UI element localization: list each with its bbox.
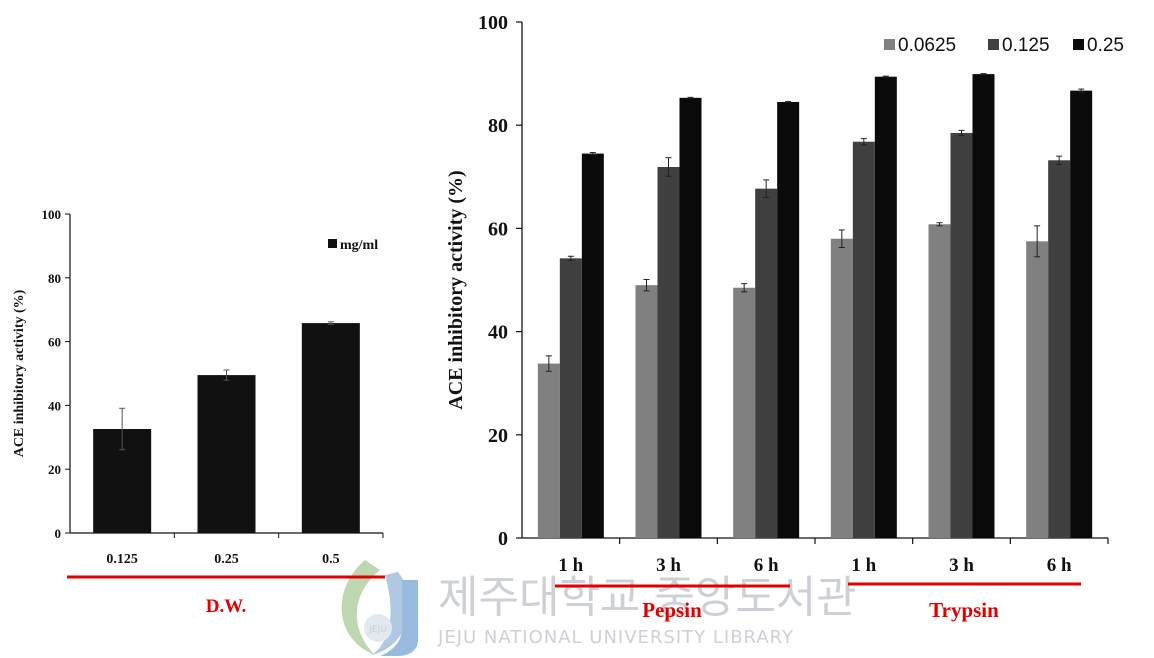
y-tick-label: 80: [488, 115, 508, 137]
y-tick-label: 100: [42, 207, 62, 222]
group-label: Pepsin: [642, 598, 702, 622]
watermark-korean: 제주대학교 중앙도서관: [438, 572, 857, 623]
chart-dw: 0 20 40 60 80 100 0.125 0.25 0.5 ACE inhibitory a…: [12, 207, 385, 617]
bar-0.125: [559, 258, 582, 538]
y-tick-label: 20: [488, 425, 508, 447]
y-tick-label: 40: [488, 322, 508, 344]
x-tick-label: 3 h: [949, 555, 974, 576]
y-axis-title: ACE inhibitory activity (%): [445, 170, 467, 409]
bar-0.0625: [928, 224, 951, 538]
bar-0.125: [657, 166, 680, 538]
bar-0.25: [874, 76, 897, 539]
x-tick-label: 0.25: [214, 552, 239, 567]
chart-digest: 0 20 40 60 80 100 1 h 3 h 6 h 1 h 3 h 6 h ACE inhibi…: [445, 12, 1124, 622]
x-tick-label: 0.5: [322, 552, 340, 567]
bar-0.25: [777, 101, 800, 538]
bar-0.25: [679, 97, 702, 539]
bar-0.125: [950, 132, 973, 538]
emblem-text: JEJU: [368, 625, 387, 635]
y-axis-title: ACE inhibitory activity (%): [12, 289, 27, 457]
y-tick-label: 100: [478, 12, 508, 34]
bar-0.0625: [830, 238, 853, 538]
x-tick-label: 1 h: [851, 555, 876, 576]
bar: [301, 323, 360, 533]
bar: [197, 375, 256, 533]
group-label: Trypsin: [929, 598, 999, 622]
bar-0.0625: [635, 285, 658, 538]
bar-0.125: [1048, 160, 1071, 538]
legend-swatch: [328, 239, 337, 248]
bar-0.0625: [1026, 241, 1049, 539]
library-logo: JEJU: [341, 560, 418, 656]
bar-0.25: [581, 153, 604, 538]
y-tick-label: 80: [48, 271, 61, 286]
bar-0.125: [852, 141, 875, 538]
y-tick-label: 0: [498, 528, 508, 550]
legend-swatch: [1073, 39, 1084, 50]
legend-swatch: [884, 39, 895, 50]
bar-0.25: [1070, 90, 1093, 539]
x-tick-label: 3 h: [656, 555, 681, 576]
bar-0.0625: [733, 287, 756, 538]
x-tick-label: 6 h: [1047, 555, 1072, 576]
y-tick-label: 60: [488, 218, 508, 240]
bar-0.125: [755, 188, 778, 538]
watermark-english: JEJU NATIONAL UNIVERSITY LIBRARY: [437, 627, 794, 648]
legend-swatch: [988, 39, 999, 50]
legend-label: 0.125: [1002, 35, 1050, 56]
y-tick-label: 60: [48, 335, 61, 350]
group-label: D.W.: [206, 596, 246, 617]
bar-0.0625: [537, 363, 560, 538]
x-tick-label: 6 h: [754, 555, 779, 576]
legend-label: 0.0625: [898, 35, 956, 56]
y-tick-label: 0: [55, 526, 62, 541]
library-watermark: JEJU 제주대학교 중앙도서관 JEJU NATIONAL UNIVERSIT…: [341, 560, 857, 656]
y-tick-label: 40: [48, 398, 61, 413]
legend-label: mg/ml: [340, 238, 378, 253]
legend-label: 0.25: [1087, 35, 1124, 56]
bar-0.25: [972, 74, 995, 538]
y-tick-label: 20: [48, 462, 61, 477]
x-tick-label: 1 h: [558, 555, 583, 576]
x-tick-label: 0.125: [106, 552, 138, 567]
